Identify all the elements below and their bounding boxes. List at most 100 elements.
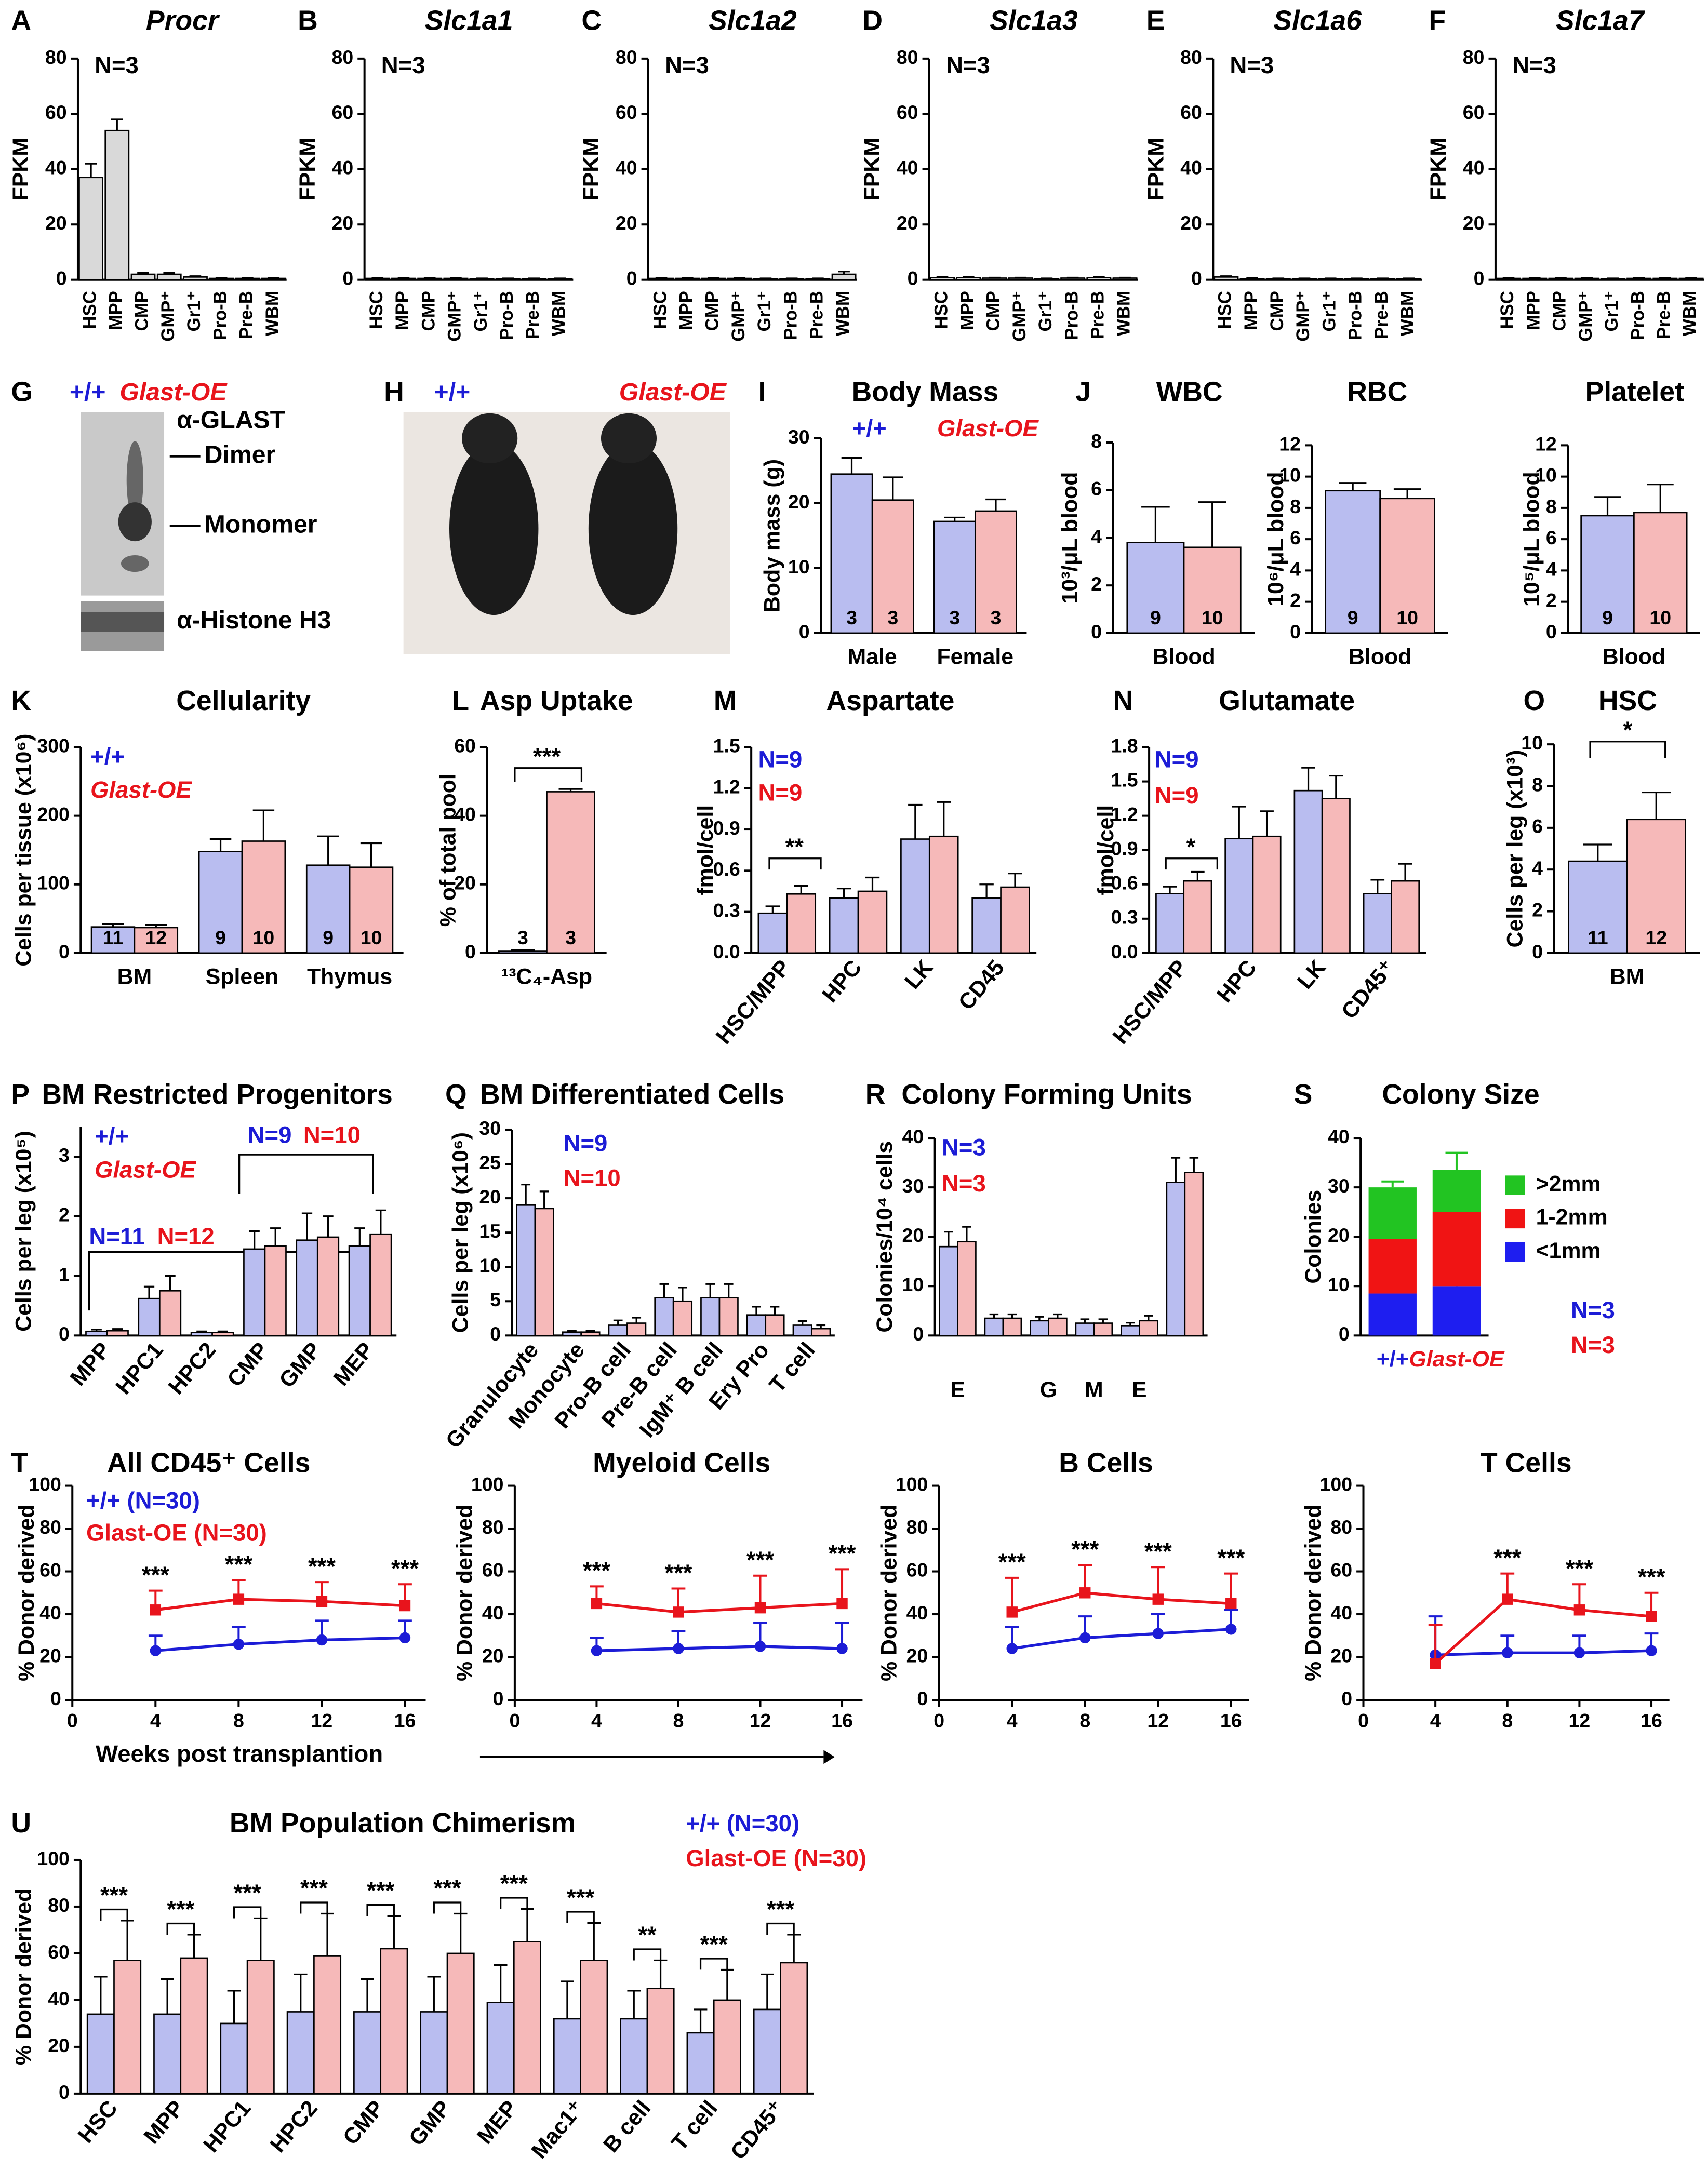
bar: [313, 1955, 342, 2095]
annotation: N=10: [564, 1164, 621, 1191]
y-tick-label: 1.2: [713, 776, 740, 798]
significance: ***: [828, 1540, 856, 1567]
bar: [753, 2008, 781, 2095]
chart-title: T Cells: [1481, 1448, 1572, 1479]
bar: [1048, 1317, 1068, 1336]
x-tick-label: MEP: [328, 1338, 378, 1391]
bar: [516, 1204, 536, 1336]
marker: [836, 1598, 848, 1610]
marker: [1079, 1587, 1091, 1599]
x-tick-label: Pre-B: [1088, 291, 1108, 339]
y-tick-label: 0.9: [713, 817, 740, 839]
legend-label: Glast-OE (N=30): [86, 1519, 267, 1546]
bar: [1030, 1320, 1049, 1336]
annotation: N=9: [1155, 782, 1199, 809]
panel-letter: N: [1113, 686, 1133, 716]
count-label: 3: [949, 607, 960, 628]
y-tick-label: 80: [906, 1516, 928, 1538]
y-axis-label: % Donor derived: [14, 1505, 39, 1681]
y-tick-label: 30: [479, 1117, 501, 1139]
y-tick-label: 40: [906, 1602, 928, 1624]
y-tick-label: 2: [1532, 899, 1543, 920]
x-tick-label: Blood: [1152, 644, 1215, 669]
x-tick-label: Pro-B: [210, 291, 230, 340]
panel-letter: L: [452, 686, 469, 716]
significance: ***: [1493, 1545, 1521, 1571]
y-tick-label: 2: [59, 1204, 70, 1226]
significance: ***: [234, 1880, 261, 1906]
bar: [562, 1331, 582, 1336]
y-tick-label: 30: [902, 1175, 924, 1197]
bar: [956, 277, 981, 281]
annotation: N=3: [1571, 1332, 1615, 1358]
y-tick-label: 80: [1180, 46, 1202, 68]
significance: ***: [225, 1551, 252, 1577]
y-tick-label: 100: [896, 1473, 928, 1495]
y-tick-label: 0: [908, 267, 918, 289]
y-tick-label: 20: [897, 212, 918, 234]
panel-letter: R: [865, 1079, 886, 1110]
chart-title: Asp Uptake: [480, 686, 633, 716]
x-tick-label: M: [1085, 1377, 1103, 1402]
mouse: [449, 443, 539, 615]
bar: [928, 835, 959, 954]
y-tick-label: 8: [1091, 430, 1102, 452]
y-tick-label: 25: [479, 1151, 501, 1173]
bar: [1379, 498, 1435, 634]
y-tick-label: 40: [39, 1602, 61, 1624]
x-tick-label: LK: [1292, 955, 1331, 994]
annotation: N=12: [157, 1223, 215, 1250]
significance: ***: [367, 1877, 394, 1904]
y-axis-label: Cells per leg (x10⁶): [448, 1132, 473, 1333]
y-tick-label: 4: [1091, 525, 1102, 547]
marker: [754, 1641, 766, 1652]
significance: ***: [391, 1556, 419, 1582]
y-tick-label: 8: [1546, 495, 1557, 517]
x-tick-label: Gr1⁺: [471, 291, 491, 331]
bar: [1252, 835, 1282, 954]
y-tick-label: 0: [1474, 267, 1485, 289]
marker: [1430, 1658, 1441, 1669]
x-tick-label: WBM: [1680, 291, 1700, 336]
bar: [1183, 546, 1242, 634]
x-tick-label: Pro-B: [1628, 291, 1648, 340]
y-tick-label: 60: [1330, 1559, 1352, 1580]
bar: [939, 1245, 958, 1336]
x-tick-label: Pro-B: [1061, 291, 1082, 340]
label: α-GLAST: [177, 406, 285, 434]
y-tick-label: 20: [39, 1644, 61, 1666]
bar: [182, 276, 208, 281]
significance: ***: [308, 1553, 336, 1579]
x-tick-label: 0: [1358, 1710, 1369, 1732]
y-tick-label: 80: [39, 1516, 61, 1538]
count-label: 9: [1150, 607, 1161, 628]
marker: [150, 1645, 162, 1656]
legend-swatch: [1505, 1209, 1525, 1229]
x-tick-label: Mac1⁺: [527, 2096, 589, 2163]
annotation: +/+: [90, 743, 125, 770]
bar: [156, 273, 182, 281]
bar: [243, 1248, 266, 1336]
bracket: [768, 857, 822, 870]
y-tick-label: 0: [59, 2081, 70, 2103]
x-tick-label: B cell: [598, 2096, 656, 2157]
y-tick-label: 0: [59, 941, 70, 962]
x-tick-label: Female: [937, 644, 1014, 669]
bar: [646, 1988, 675, 2095]
x-tick-label: Gr1⁺: [1602, 291, 1622, 331]
x-tick-label: E: [950, 1377, 965, 1402]
y-tick-label: 12: [1535, 433, 1557, 454]
x-tick-label: HSC: [1497, 291, 1517, 329]
bracket: [500, 1897, 528, 1909]
annotation: +/+: [95, 1123, 129, 1149]
bar: [1093, 1322, 1113, 1336]
x-tick-label: CMP: [1267, 291, 1287, 331]
x-tick-label: CMP: [222, 1338, 273, 1392]
y-tick-label: 60: [897, 101, 918, 123]
y-axis-label: Colonies: [1301, 1190, 1326, 1284]
y-axis-label: % Donor derived: [876, 1505, 901, 1681]
count-label: 12: [1645, 927, 1667, 948]
panel-letter: K: [11, 686, 31, 716]
y-tick-label: 0.0: [713, 941, 740, 962]
